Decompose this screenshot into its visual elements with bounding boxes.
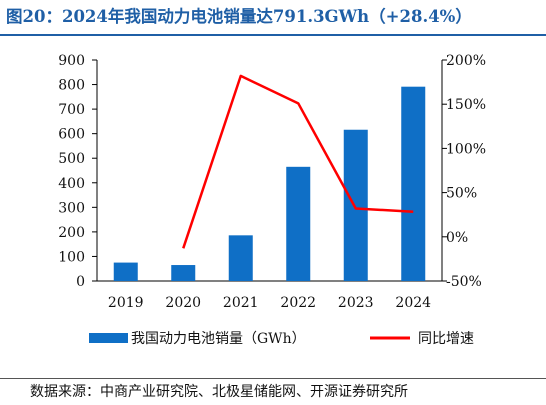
x-tick-label: 2024 — [395, 295, 431, 311]
x-tick-label: 2022 — [280, 295, 316, 311]
left-tick-label: 300 — [58, 200, 85, 216]
bar — [286, 166, 311, 281]
source-rule — [0, 378, 546, 379]
left-tick-label: 700 — [58, 102, 85, 118]
right-tick-label: 100% — [446, 141, 486, 157]
left-tick-label: 900 — [58, 53, 85, 69]
legend-line-label: 同比增速 — [418, 331, 474, 347]
legend-bar-label: 我国动力电池销量（GWh） — [131, 331, 306, 347]
right-tick-label: 50% — [446, 186, 477, 202]
left-tick-label: 600 — [58, 127, 85, 143]
right-tick-label: -50% — [446, 274, 482, 290]
chart-axes: 0 100 200 300 400 500 600 700 800 900 -50% 0% 50% 100… — [58, 53, 486, 290]
bar — [401, 86, 426, 281]
chart: 0 100 200 300 400 500 600 700 800 900 -50% 0% 50% 100… — [58, 53, 486, 347]
left-tick-label: 200 — [58, 225, 85, 241]
x-tick-label: 2020 — [165, 295, 201, 311]
right-tick-label: 0% — [446, 230, 468, 246]
x-axis-labels: 2019 2020 2021 2022 2023 2024 — [108, 295, 431, 311]
legend-bar-swatch — [89, 333, 128, 343]
source-note: 数据来源：中商产业研究院、北极星储能网、开源证券研究所 — [30, 384, 408, 400]
left-tick-label: 0 — [76, 274, 85, 290]
right-tick-label: 150% — [446, 97, 486, 113]
left-tick-label: 400 — [58, 176, 85, 192]
bar-series — [113, 86, 426, 281]
left-tick-label: 100 — [58, 249, 85, 265]
bar — [171, 265, 196, 281]
line-series — [182, 74, 414, 249]
left-tick-label: 800 — [58, 78, 85, 94]
bar — [113, 262, 138, 281]
bar — [228, 235, 253, 281]
bar — [343, 129, 368, 281]
legend: 我国动力电池销量（GWh） 同比增速 — [89, 331, 474, 347]
right-tick-label: 200% — [446, 53, 486, 69]
title-rule — [0, 34, 546, 36]
x-tick-label: 2021 — [223, 295, 259, 311]
chart-title: 图20：2024年我国动力电池销量达791.3GWh（+28.4%） — [6, 7, 472, 26]
left-tick-label: 500 — [58, 151, 85, 167]
x-tick-label: 2023 — [338, 295, 374, 311]
x-tick-label: 2019 — [108, 295, 144, 311]
